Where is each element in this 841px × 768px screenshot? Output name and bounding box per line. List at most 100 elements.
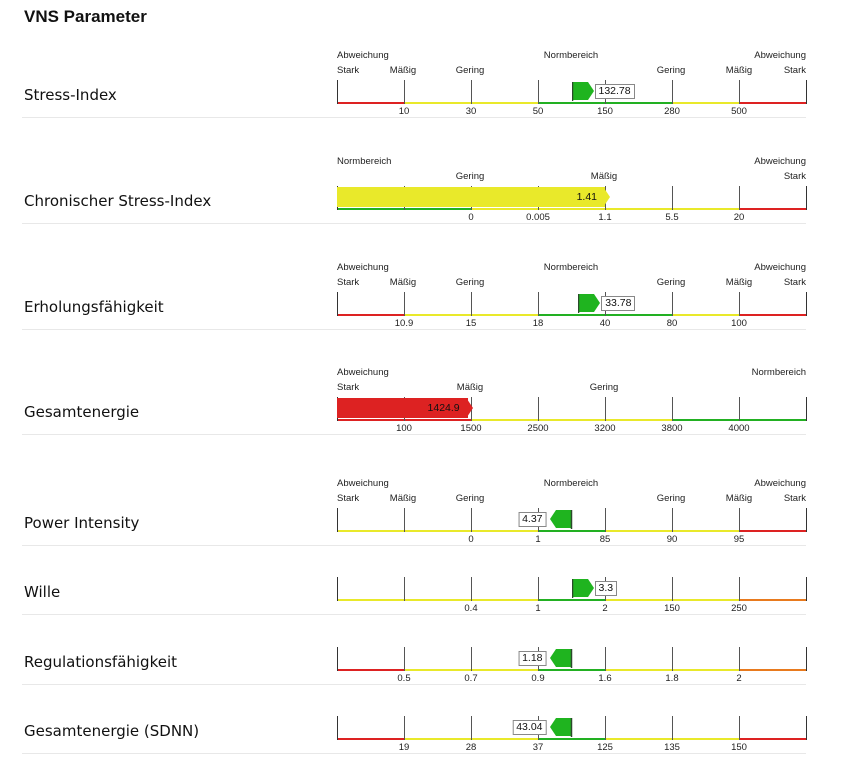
range-category-label: Gering bbox=[455, 493, 485, 504]
range-category-label: Abweichung bbox=[754, 262, 806, 273]
value-readout: 33.78 bbox=[601, 296, 636, 311]
scale-tick-label: 1.1 bbox=[598, 212, 612, 223]
scale-tick-label: 0 bbox=[468, 534, 474, 545]
scale-tick-label: 10 bbox=[398, 106, 410, 117]
scale-segment bbox=[605, 530, 672, 532]
scale-tick-label: 100 bbox=[396, 423, 412, 434]
scale-divider bbox=[806, 647, 807, 671]
value-readout: 132.78 bbox=[594, 84, 635, 99]
scale-segment bbox=[404, 419, 471, 421]
scale-divider bbox=[672, 186, 673, 210]
scale-divider bbox=[672, 577, 673, 601]
value-readout: 1.18 bbox=[518, 651, 547, 666]
range-category-label: Normbereich bbox=[751, 367, 806, 378]
scale-segment bbox=[471, 530, 538, 532]
range-category-label: Stark bbox=[337, 65, 360, 76]
scale-segment bbox=[538, 102, 605, 104]
scale-tick-label: 135 bbox=[664, 742, 680, 753]
range-category-label: Mäßig bbox=[389, 493, 417, 504]
scale-divider bbox=[471, 577, 472, 601]
value-readout: 43.04 bbox=[512, 720, 547, 735]
row-divider bbox=[22, 684, 806, 685]
scale-segment bbox=[605, 738, 672, 740]
scale-tick-label: 1500 bbox=[460, 423, 482, 434]
scale-tick-label: 18 bbox=[532, 318, 544, 329]
range-category-label: Abweichung bbox=[337, 367, 389, 378]
scale-tick-label: 15 bbox=[465, 318, 477, 329]
scale-divider bbox=[337, 80, 338, 104]
scale-segment bbox=[538, 419, 605, 421]
scale-divider bbox=[672, 647, 673, 671]
scale-tick-label: 50 bbox=[532, 106, 544, 117]
value-marker-left-arrow-icon bbox=[549, 510, 572, 529]
range-category-label: Gering bbox=[455, 65, 485, 76]
scale-segment bbox=[471, 669, 538, 671]
row-divider bbox=[22, 614, 806, 615]
scale-divider bbox=[605, 508, 606, 532]
row-divider bbox=[22, 117, 806, 118]
scale-segment bbox=[739, 738, 806, 740]
range-category-label: Stark bbox=[783, 171, 806, 182]
scale-segment bbox=[337, 738, 404, 740]
range-category-label: Abweichung bbox=[754, 478, 806, 489]
scale-segment bbox=[672, 599, 739, 601]
scale-divider bbox=[672, 508, 673, 532]
scale-segment bbox=[538, 669, 605, 671]
scale-tick-label: 0.9 bbox=[531, 673, 545, 684]
scale-divider bbox=[404, 508, 405, 532]
range-category-label: Gering bbox=[455, 277, 485, 288]
scale-tick-label: 5.5 bbox=[665, 212, 679, 223]
scale-segment bbox=[739, 314, 806, 316]
scale-divider bbox=[605, 647, 606, 671]
parameter-label: Chronischer Stress-Index bbox=[24, 192, 212, 210]
scale-divider bbox=[471, 80, 472, 104]
scale-tick-label: 150 bbox=[731, 742, 747, 753]
scale-divider bbox=[404, 292, 405, 316]
parameter-label: Gesamtenergie (SDNN) bbox=[24, 722, 200, 740]
scale-segment bbox=[538, 314, 605, 316]
scale-segment bbox=[337, 530, 404, 532]
range-category-label: Mäßig bbox=[725, 277, 753, 288]
scale-tick-label: 1.8 bbox=[665, 673, 679, 684]
value-fill-bar bbox=[337, 187, 605, 207]
range-category-label: Mäßig bbox=[590, 171, 618, 182]
scale-divider bbox=[806, 292, 807, 316]
value-marker-right-arrow-icon bbox=[571, 82, 594, 101]
scale-segment bbox=[672, 208, 739, 210]
scale-tick-label: 3200 bbox=[594, 423, 616, 434]
scale-tick-label: 0.005 bbox=[526, 212, 550, 223]
parameter-label: Stress-Index bbox=[24, 86, 117, 104]
scale-segment bbox=[471, 208, 538, 210]
scale-tick-label: 250 bbox=[731, 603, 747, 614]
scale-divider bbox=[806, 508, 807, 532]
scale-tick-label: 30 bbox=[465, 106, 477, 117]
scale-divider bbox=[404, 577, 405, 601]
scale-divider bbox=[605, 397, 606, 421]
range-category-label: Stark bbox=[337, 382, 360, 393]
scale-tick-label: 19 bbox=[398, 742, 410, 753]
range-category-label: Abweichung bbox=[754, 50, 806, 61]
scale-divider bbox=[471, 647, 472, 671]
range-category-label: Normbereich bbox=[543, 50, 599, 61]
value-marker-right-arrow-icon bbox=[604, 188, 610, 206]
parameter-label: Wille bbox=[24, 583, 61, 601]
scale-tick-label: 150 bbox=[664, 603, 680, 614]
scale-divider bbox=[806, 80, 807, 104]
scale-divider bbox=[471, 292, 472, 316]
scale-divider bbox=[739, 397, 740, 421]
range-category-label: Abweichung bbox=[754, 156, 806, 167]
scale-segment bbox=[739, 419, 806, 421]
scale-segment bbox=[404, 102, 471, 104]
scale-tick-label: 125 bbox=[597, 742, 613, 753]
scale-segment bbox=[471, 314, 538, 316]
scale-tick-label: 500 bbox=[731, 106, 747, 117]
range-category-label: Mäßig bbox=[389, 277, 417, 288]
scale-segment bbox=[404, 738, 471, 740]
scale-divider bbox=[739, 716, 740, 740]
scale-divider bbox=[672, 716, 673, 740]
value-marker-right-arrow-icon bbox=[578, 294, 601, 313]
scale-segment bbox=[337, 419, 404, 421]
range-category-label: Mäßig bbox=[725, 65, 753, 76]
value-readout: 1424.9 bbox=[427, 402, 460, 414]
range-category-label: Gering bbox=[656, 277, 686, 288]
